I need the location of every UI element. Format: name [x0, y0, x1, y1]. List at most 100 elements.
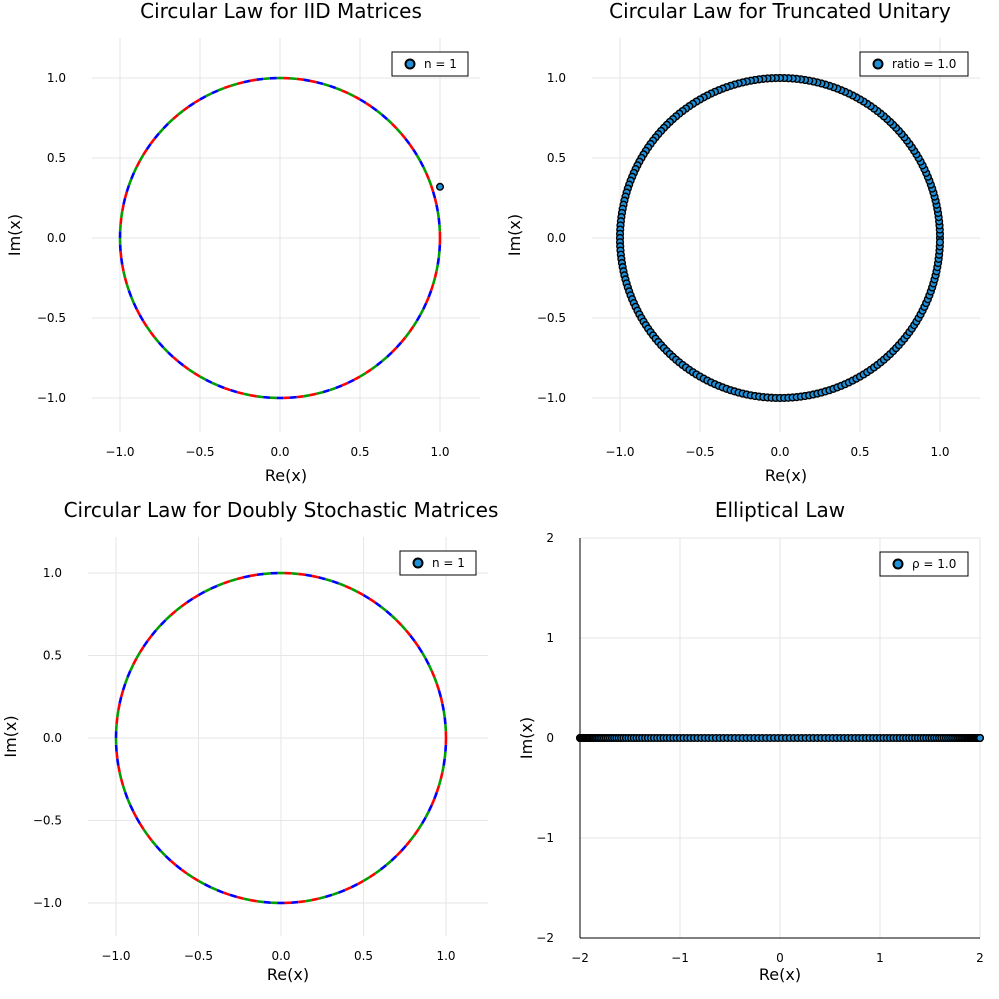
chart-title: Circular Law for IID Matrices [140, 0, 422, 23]
reference-circle-segment [197, 879, 206, 886]
reference-circle-segment [350, 883, 359, 889]
reference-circle-segment [191, 876, 200, 883]
reference-circle-segment [395, 127, 403, 135]
reference-circle-segment [344, 584, 352, 590]
x-tick-label: −0.5 [184, 949, 213, 963]
reference-circle-segment [404, 629, 412, 637]
reference-circle-segment [256, 899, 264, 904]
reference-circle-segment [415, 314, 422, 322]
reference-circle-segment [130, 172, 136, 180]
reference-circle-segment [430, 798, 436, 806]
reference-circle-segment [409, 634, 416, 642]
reference-circle-segment [187, 101, 195, 108]
reference-circle-segment [408, 325, 415, 333]
legend-marker [872, 58, 884, 70]
reference-circle-segment [289, 395, 297, 399]
reference-circle-segment [162, 122, 169, 130]
reference-circle-segment [167, 351, 174, 358]
reference-circle-segment [118, 696, 123, 704]
y-tick-label: −0.5 [537, 311, 566, 325]
reference-circle-segment [210, 886, 218, 892]
x-tick-label: 1.0 [930, 445, 949, 459]
reference-circle-segment [421, 816, 427, 825]
y-tick-label: 0.5 [47, 151, 66, 165]
reference-circle-segment [186, 872, 194, 879]
reference-circle-segment [374, 601, 382, 608]
reference-circle-segment [370, 105, 378, 112]
y-tick-label: 0.0 [43, 731, 62, 745]
reference-circle-segment [120, 204, 125, 212]
reference-circle-segment [167, 118, 174, 125]
reference-circle-segment [311, 897, 319, 902]
reference-circle-segment [115, 751, 119, 759]
reference-circle-segment [153, 336, 160, 344]
reference-circle-segment [427, 664, 433, 672]
y-tick-label: 1.0 [43, 566, 62, 580]
x-tick-label: −1 [671, 951, 689, 965]
reference-circle-segment [289, 77, 297, 81]
chart-title: Circular Law for Truncated Unitary [609, 0, 951, 23]
reference-circle-segment [187, 368, 195, 375]
reference-circle-segment [391, 122, 398, 130]
legend: n = 1 [391, 51, 469, 77]
reference-circle-segment [243, 897, 251, 902]
reference-circle-segment [316, 390, 324, 396]
reference-circle-segment [400, 132, 407, 140]
reference-circle-segment [381, 355, 388, 363]
reference-circle-segment [318, 895, 326, 900]
reference-circle-segment [119, 778, 125, 787]
x-axis-label: Re(x) [765, 466, 807, 485]
reference-circle-segment [350, 587, 359, 593]
reference-circle-segment [120, 264, 125, 272]
reference-circle-segment [437, 689, 443, 698]
reference-circle-segment [216, 888, 224, 894]
reference-circle-segment [249, 393, 257, 398]
y-axis-label: Im(x) [505, 214, 524, 256]
reference-circle-segment [138, 314, 145, 322]
reference-circle-segment [123, 791, 129, 800]
x-tick-label: 1 [876, 951, 884, 965]
reference-circle-segment [437, 778, 443, 787]
reference-circle-segment [324, 577, 333, 583]
data-point [976, 734, 985, 743]
reference-circle-segment [296, 77, 304, 82]
y-tick-label: −0.5 [33, 814, 62, 828]
reference-circle-segment [119, 217, 123, 225]
reference-circle-segment [422, 302, 428, 310]
reference-circle-segment [249, 78, 257, 83]
reference-circle-segment [375, 360, 383, 367]
chart-panel-2: −1.0 −0.5 0.0 0.5 1.0 −1.0 −0.5 0.0 0.5 1.0 Circul… [505, 0, 980, 485]
reference-circle-segment [199, 95, 207, 101]
reference-circle-segment [149, 137, 156, 145]
reference-circle-segment [424, 296, 430, 304]
reference-circle-segment [117, 765, 121, 773]
reference-circle-segment [223, 386, 231, 392]
reference-circle-segment [427, 178, 433, 186]
legend: n = 1 [399, 550, 477, 576]
reference-circle-segment [435, 264, 440, 272]
reference-circle-segment [412, 320, 418, 328]
data-point [436, 182, 445, 191]
reference-circle-segment [404, 839, 412, 847]
reference-circle-segment [249, 898, 258, 903]
y-tick-label: 0.0 [547, 231, 566, 245]
reference-circle-segment [368, 597, 376, 604]
y-tick-label: −1.0 [537, 391, 566, 405]
chart-title: Elliptical Law [715, 498, 845, 522]
reference-circle-segment [419, 308, 425, 316]
reference-circle-segment [177, 109, 185, 116]
reference-circle-segment [335, 384, 343, 390]
reference-circle-segment [145, 143, 152, 151]
reference-circle-segment [386, 118, 393, 125]
reference-circle-segment [211, 89, 219, 95]
y-tick-label: −1 [536, 831, 554, 845]
reference-circle-segment [365, 101, 373, 108]
reference-circle-segment [119, 251, 123, 259]
reference-circle-segment [205, 378, 213, 384]
reference-circle-segment [370, 364, 378, 371]
reference-circle-segment [115, 717, 119, 725]
reference-circle-segment [157, 127, 165, 135]
reference-circle-segment [341, 381, 349, 387]
reference-circle-segment [390, 614, 398, 622]
reference-circle-segment [123, 676, 129, 685]
